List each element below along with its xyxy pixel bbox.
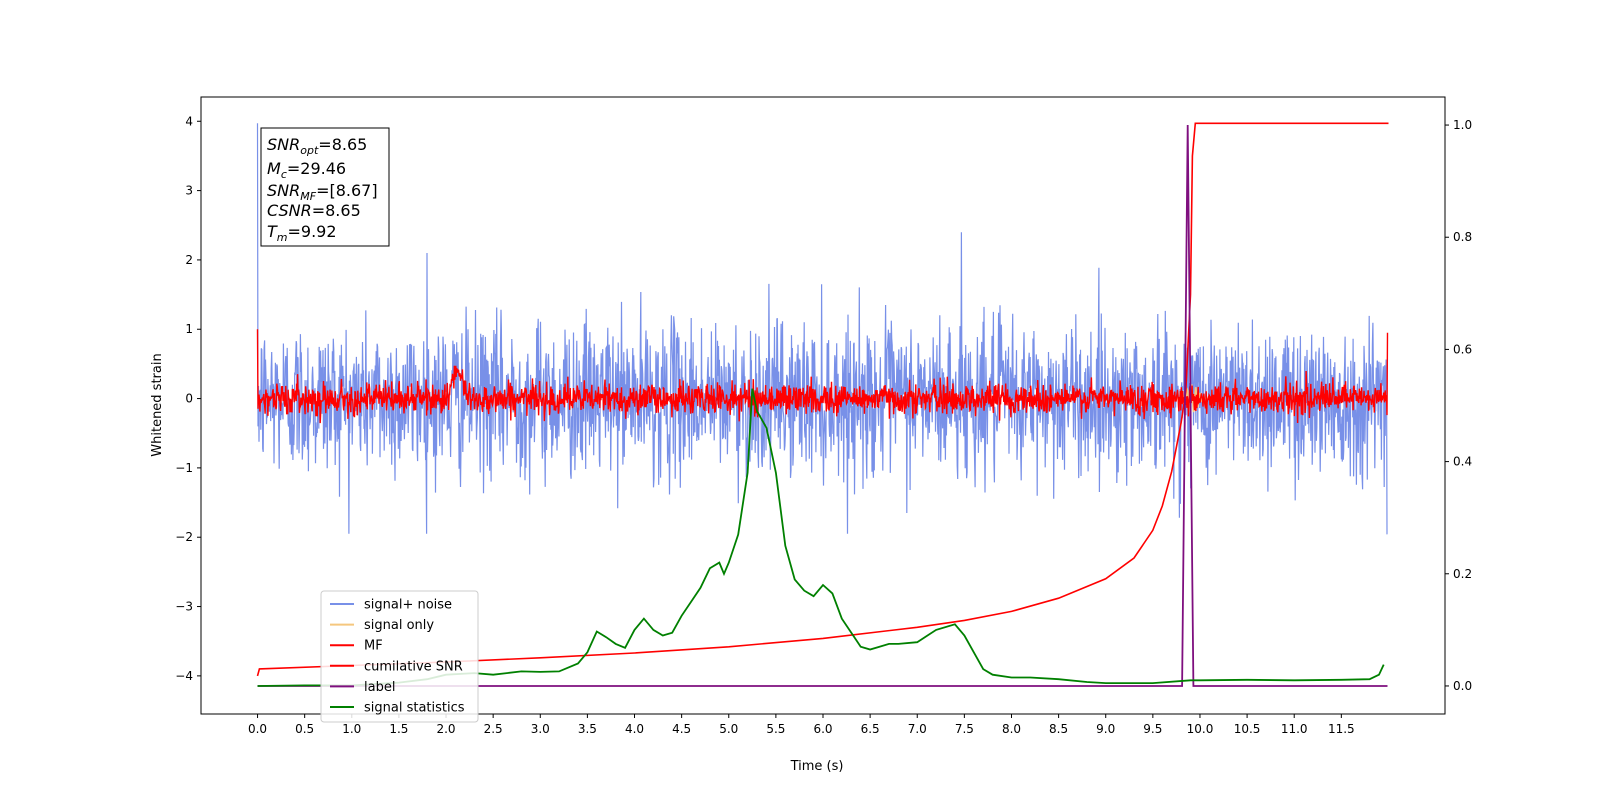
y-tick-label: −4 (175, 669, 193, 683)
info-snr-mf: SNRMF=[8.67] (267, 181, 378, 203)
legend: signal+ noise signal only MF cumilative SNR… (320, 590, 479, 723)
x-tick-label: 11.5 (1328, 722, 1355, 736)
legend-entry: signal only (364, 618, 434, 633)
info-chirp-mass: Mc=29.46 (267, 159, 346, 181)
y-tick-label: 1 (185, 322, 193, 336)
legend-entry: signal+ noise (364, 598, 452, 613)
info-box: SNRopt=8.65 Mc=29.46 SNRMF=[8.67] CSNR=8… (260, 127, 390, 247)
x-tick-label: 2.0 (436, 722, 455, 736)
x-tick-label: 6.0 (813, 722, 832, 736)
y-axis-left: 4 3 2 1 0 −1 −2 −3 −4 (175, 114, 201, 683)
x-tick-label: 0.0 (248, 722, 267, 736)
x-tick-label: 10.5 (1234, 722, 1261, 736)
legend-entry: MF (364, 639, 383, 654)
info-tm: Tm=9.92 (267, 222, 337, 244)
x-tick-label: 1.0 (342, 722, 361, 736)
x-tick-label: 5.0 (719, 722, 738, 736)
x-tick-label: 5.5 (766, 722, 785, 736)
y2-tick-label: 1.0 (1453, 118, 1472, 132)
legend-entry: label (364, 680, 395, 695)
x-tick-label: 0.5 (295, 722, 314, 736)
y-axis-right: 1.0 0.8 0.6 0.4 0.2 0.0 (1445, 118, 1472, 693)
x-axis-label: Time (s) (790, 759, 844, 774)
series-cumulative-snr (256, 122, 1389, 677)
x-tick-label: 4.5 (672, 722, 691, 736)
y-tick-label: −1 (175, 461, 193, 475)
series-signal-statistics (257, 388, 1385, 687)
plot-area (256, 122, 1389, 687)
x-tick-label: 3.0 (531, 722, 550, 736)
y-axis-label: Whitened strain (150, 353, 165, 456)
legend-entry: cumilative SNR (364, 659, 463, 674)
y2-tick-label: 0.4 (1453, 455, 1472, 469)
x-tick-label: 7.0 (908, 722, 927, 736)
y-tick-label: −3 (175, 600, 193, 614)
info-snr-opt: SNRopt=8.65 (267, 135, 367, 157)
info-csnr: CSNR=8.65 (267, 201, 361, 220)
y2-tick-label: 0.6 (1453, 342, 1472, 356)
x-tick-label: 3.5 (578, 722, 597, 736)
x-axis: 0.0 0.5 1.0 1.5 2.0 2.5 3.0 3.5 4.0 4.5 5.0 5.5 6.0 6… (248, 714, 1355, 736)
legend-entry: signal statistics (364, 701, 465, 716)
y2-tick-label: 0.0 (1453, 679, 1472, 693)
x-tick-label: 1.5 (389, 722, 408, 736)
y2-tick-label: 0.8 (1453, 230, 1472, 244)
x-tick-label: 10.0 (1187, 722, 1214, 736)
x-tick-label: 7.5 (955, 722, 974, 736)
y2-tick-label: 0.2 (1453, 567, 1472, 581)
x-tick-label: 9.0 (1096, 722, 1115, 736)
series-mf (256, 329, 1389, 424)
x-tick-label: 4.0 (625, 722, 644, 736)
x-tick-label: 9.5 (1143, 722, 1162, 736)
y-tick-label: 2 (185, 253, 193, 267)
y-tick-label: −2 (175, 530, 193, 544)
x-tick-label: 8.0 (1002, 722, 1021, 736)
x-tick-label: 11.0 (1281, 722, 1308, 736)
x-tick-label: 6.5 (861, 722, 880, 736)
x-tick-label: 8.5 (1049, 722, 1068, 736)
series-signal-noise (256, 123, 1388, 535)
y-tick-label: 4 (185, 114, 193, 128)
y-tick-label: 0 (185, 392, 193, 406)
series-label (257, 124, 1388, 687)
x-tick-label: 2.5 (484, 722, 503, 736)
y-tick-label: 3 (185, 184, 193, 198)
